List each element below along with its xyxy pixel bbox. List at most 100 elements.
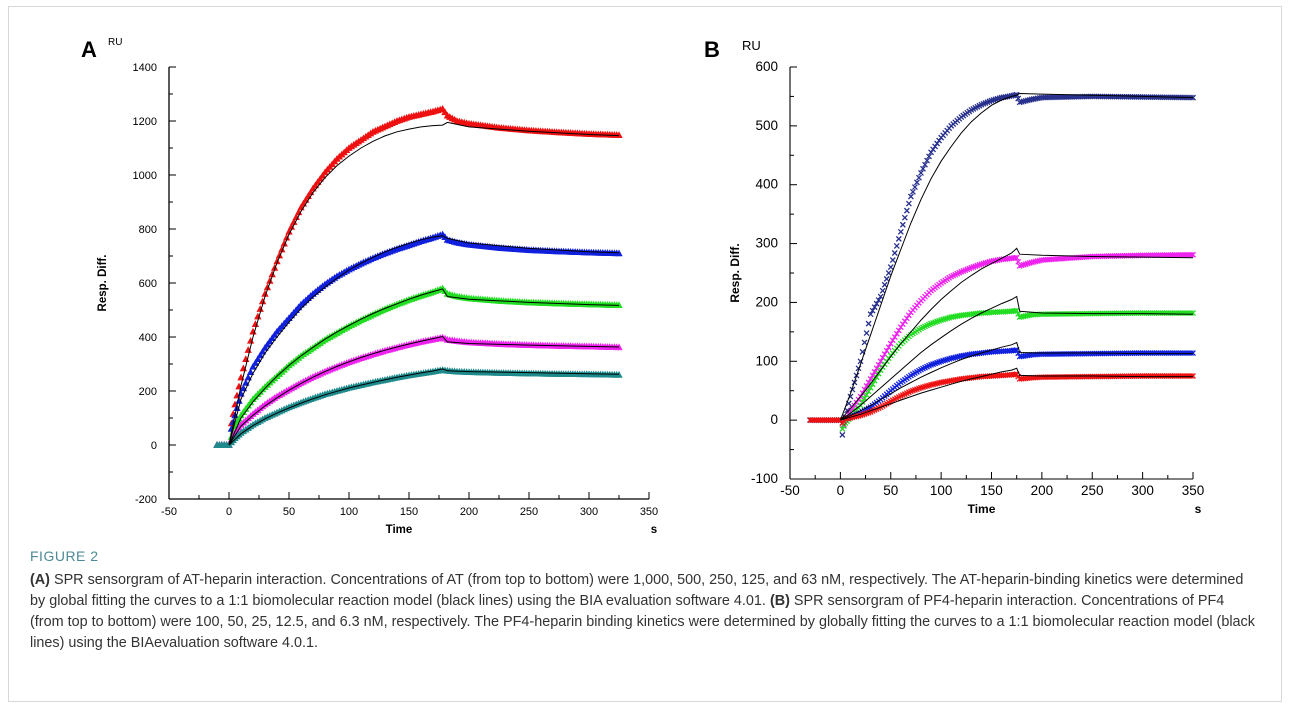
y-tick-label: 800	[139, 224, 157, 236]
data-point	[873, 365, 880, 372]
x-tick-label: 300	[580, 506, 598, 518]
data-point	[839, 426, 846, 432]
data-point	[256, 351, 264, 359]
data-point	[1190, 251, 1196, 258]
data-point	[893, 242, 900, 249]
data-point	[861, 339, 868, 346]
data-point	[1188, 350, 1194, 357]
data-point	[853, 399, 860, 406]
x-tick-label: 350	[1182, 483, 1205, 498]
data-point	[311, 181, 320, 189]
x-axis-label: Time	[386, 524, 413, 536]
y-tick-label: 100	[755, 353, 778, 368]
data-point	[913, 179, 920, 186]
y-tick-label: 0	[151, 440, 157, 452]
data-point	[851, 402, 858, 409]
x-tick-label: 200	[1031, 483, 1054, 498]
series-3	[213, 333, 623, 448]
data-point	[869, 307, 876, 314]
data-point	[314, 178, 322, 185]
fit-line-2	[840, 295, 1194, 421]
data-point	[249, 362, 257, 370]
x-tick-label: -50	[780, 483, 800, 498]
data-point	[261, 343, 269, 351]
series-1	[213, 230, 623, 448]
y-unit-label: RU	[742, 38, 761, 53]
data-point	[438, 105, 447, 112]
y-tick-label: 300	[755, 236, 778, 251]
data-point	[885, 270, 892, 276]
x-tick-label: 250	[520, 506, 538, 518]
data-point	[877, 358, 884, 365]
data-point	[922, 161, 928, 168]
figure-frame: A RU -200 0 200 400 600 800 1000 1200 1400 -50 0 50 10…	[8, 6, 1282, 702]
x-tick-label: -50	[161, 506, 177, 518]
data-point	[899, 221, 906, 228]
data-point	[615, 131, 623, 138]
data-point	[268, 334, 276, 341]
x-tick-label: 0	[226, 506, 232, 518]
data-point	[897, 228, 904, 235]
panel-letter: A	[81, 37, 97, 62]
data-point	[932, 143, 939, 150]
data-point	[270, 331, 279, 338]
y-tick-label: -100	[751, 471, 778, 486]
data-point	[905, 312, 912, 319]
fit-line-1	[228, 235, 620, 446]
fit-line-2	[228, 288, 620, 446]
x-tick-label: 100	[340, 506, 358, 518]
x-tick-label: 200	[460, 506, 478, 518]
y-tick-label: 1000	[133, 170, 157, 182]
data-point	[867, 375, 874, 382]
data-point	[883, 347, 890, 354]
data-point	[1013, 254, 1020, 261]
series-2	[213, 284, 623, 448]
y-tick-label: 0	[770, 412, 778, 427]
x-unit-label: s	[1195, 502, 1202, 516]
data-point	[873, 300, 880, 307]
data-point	[1013, 91, 1020, 98]
data-point	[849, 386, 856, 393]
x-tick-label: 100	[930, 483, 953, 498]
data-point	[242, 379, 250, 386]
data-point	[309, 184, 317, 192]
data-point	[863, 330, 870, 336]
data-point	[903, 207, 910, 214]
fit-line-4	[840, 367, 1193, 421]
data-point	[869, 372, 876, 379]
y-axis-label: Resp. Diff.	[97, 255, 109, 312]
data-point	[1012, 371, 1018, 378]
data-point	[916, 174, 922, 181]
data-point	[934, 140, 941, 147]
data-point	[1188, 251, 1194, 258]
data-point	[1190, 94, 1196, 101]
data-point	[895, 235, 902, 242]
series-0	[807, 91, 1196, 438]
data-point	[263, 340, 272, 348]
caption-tag-a: (A)	[30, 572, 50, 588]
y-tick-label: 1400	[133, 62, 157, 74]
figure-label: FIGURE 2	[30, 548, 99, 564]
data-point	[844, 407, 851, 414]
y-tick-label: 600	[755, 59, 778, 74]
data-point	[246, 368, 255, 375]
data-point	[318, 171, 327, 179]
fit-line-0	[228, 121, 620, 446]
data-point	[871, 304, 878, 311]
data-point	[863, 391, 870, 398]
data-point	[907, 193, 914, 200]
y-unit-label: RU	[108, 37, 122, 48]
data-point	[865, 388, 872, 395]
data-point	[905, 200, 912, 207]
data-point	[873, 374, 880, 381]
data-point	[244, 373, 252, 381]
y-tick-label: 400	[755, 177, 778, 192]
data-point	[901, 214, 908, 221]
data-point	[1190, 373, 1196, 379]
data-point	[899, 321, 906, 328]
x-tick-label: 50	[283, 506, 295, 518]
y-tick-label: 400	[139, 332, 157, 344]
data-point	[859, 398, 866, 405]
data-point	[875, 361, 882, 368]
